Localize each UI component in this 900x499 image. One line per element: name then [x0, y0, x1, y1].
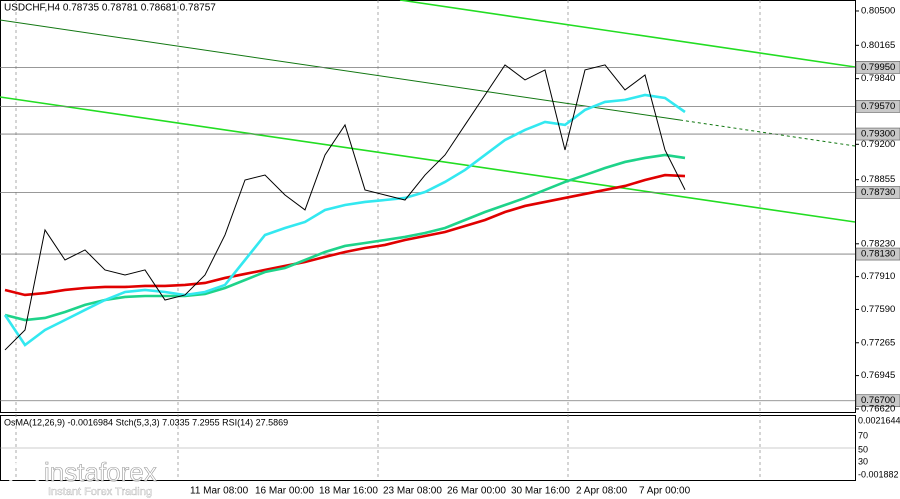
channel-line — [399, 0, 856, 68]
indicator-tick: 30 — [858, 456, 868, 466]
level-box — [855, 127, 900, 141]
y-tick-label: 0.80500 — [861, 5, 895, 16]
series-ma-mid — [4, 153, 686, 322]
watermark-subtext: Instant Forex Trading — [48, 486, 152, 498]
level-label: 0.76700 — [861, 395, 895, 406]
y-tick-label: 0.76620 — [861, 403, 895, 414]
watermark-text: instaforex — [44, 457, 157, 487]
y-tick-label: 0.78230 — [861, 238, 895, 249]
level-label: 0.79570 — [861, 101, 895, 112]
indicator-axis: 0.0021644 70 50 30 -0.001882 — [858, 415, 900, 479]
level-label: 0.78730 — [861, 187, 895, 198]
levels: 0.79950 0.79570 0.79300 0.78730 0.78130 0.767… — [0, 61, 900, 408]
level-box — [855, 100, 900, 113]
series-ma-fast — [3, 93, 686, 347]
y-tick-label: 0.80165 — [861, 40, 895, 51]
watermark: instaforex Instant Forex Trading — [8, 457, 157, 498]
time-axis: 11 Mar 08:00 16 Mar 00:00 18 Mar 16:00 2… — [190, 486, 691, 497]
time-label: 16 Mar 00:00 — [255, 486, 314, 497]
level-box — [855, 394, 900, 408]
time-label: 18 Mar 16:00 — [319, 486, 378, 497]
level-box — [855, 247, 900, 261]
indicator-tick: 50 — [858, 444, 868, 454]
time-label: 11 Mar 08:00 — [190, 486, 249, 497]
y-tick-label: 0.79200 — [861, 139, 895, 150]
time-label: 26 Mar 00:00 — [447, 486, 506, 497]
time-label: 2 Apr 08:00 — [576, 486, 628, 497]
level-label: 0.79300 — [861, 129, 895, 140]
price-frame — [0, 0, 856, 413]
y-tick-label: 0.78855 — [861, 174, 895, 185]
time-label: 23 Mar 08:00 — [383, 486, 442, 497]
series-ma-slow — [4, 173, 686, 297]
y-axis: 0.80500 0.80165 0.79840 0.79200 0.78855 0.782… — [855, 5, 895, 414]
watermark-logo — [8, 460, 40, 492]
indicator-tick: 0.0021644 — [858, 415, 900, 425]
y-tick-label: 0.77590 — [861, 304, 895, 315]
channel-lines — [0, 0, 856, 223]
header: USDCHF,H4 0.78735 0.78781 0.78681 0.7875… — [4, 3, 216, 14]
series-lines — [3, 64, 686, 351]
time-label: 30 Mar 16:00 — [511, 486, 570, 497]
time-label: 7 Apr 00:00 — [639, 486, 691, 497]
indicator-tick: -0.001882 — [858, 469, 899, 479]
channel-line — [0, 96, 856, 223]
channel-mid-line — [0, 19, 681, 121]
level-box — [855, 186, 900, 199]
series-price — [4, 64, 686, 351]
y-tick-label: 0.77265 — [861, 337, 895, 348]
y-tick-label: 0.77910 — [861, 271, 895, 282]
y-tick-label: 0.76945 — [861, 370, 895, 381]
level-box — [855, 61, 900, 74]
level-label: 0.79950 — [861, 62, 895, 73]
indicator-tick: 70 — [858, 430, 868, 440]
vertical-grid — [15, 0, 761, 480]
indicator-title: OsMA(12,26,9) -0.0016984 Stch(5,3,3) 7.0… — [4, 417, 288, 427]
level-label: 0.78130 — [861, 249, 895, 260]
y-tick-label: 0.79840 — [861, 73, 895, 84]
